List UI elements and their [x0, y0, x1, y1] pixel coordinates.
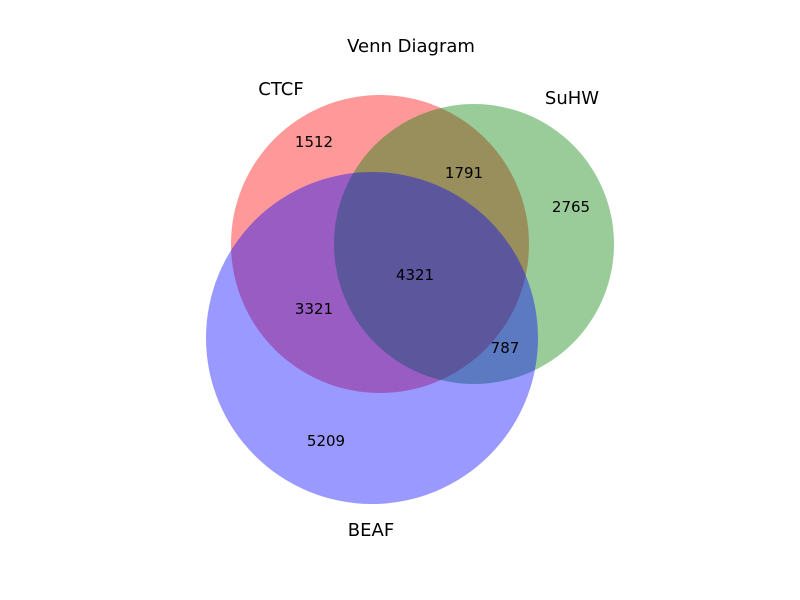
- count-all-three: 4321: [396, 266, 434, 284]
- count-suhw-only: 2765: [552, 198, 590, 216]
- count-ctcf-only: 1512: [295, 133, 333, 151]
- set-label-beaf: BEAF: [348, 520, 394, 541]
- circle-beaf: [206, 172, 538, 504]
- set-label-ctcf: CTCF: [258, 79, 303, 100]
- circle-ctcf: [231, 95, 529, 393]
- count-beaf-only: 5209: [307, 432, 345, 450]
- count-suhw-beaf: 787: [491, 339, 520, 357]
- circle-suhw: [334, 104, 614, 384]
- set-label-suhw: SuHW: [545, 88, 599, 109]
- diagram-title: Venn Diagram: [347, 36, 475, 57]
- count-ctcf-beaf: 3321: [295, 300, 333, 318]
- count-ctcf-suhw: 1791: [445, 164, 483, 182]
